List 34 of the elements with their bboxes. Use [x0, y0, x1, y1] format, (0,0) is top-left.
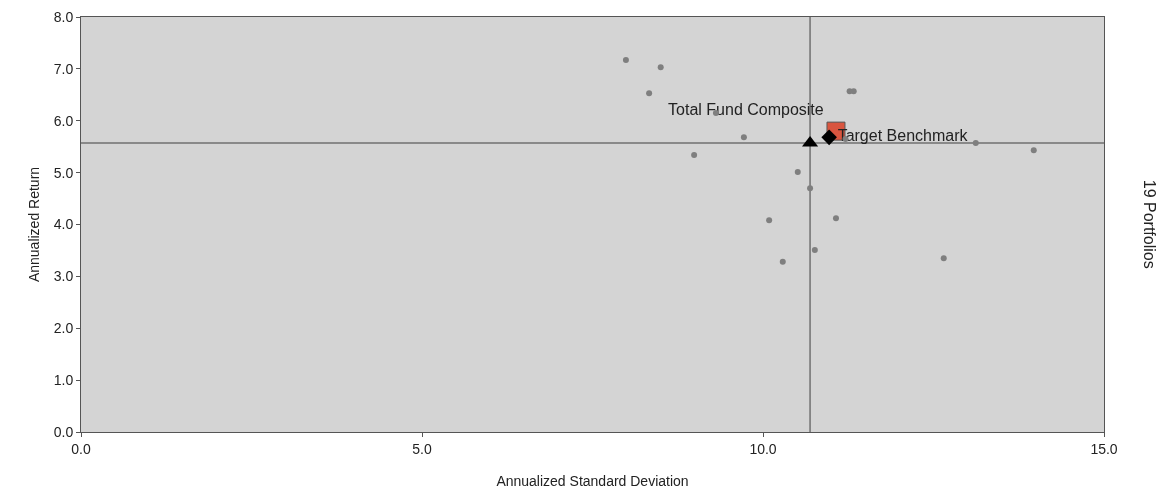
point [691, 151, 698, 158]
y-tick-label: 0.0 [53, 423, 74, 440]
point [972, 140, 979, 147]
x-tick-label: 0.0 [71, 440, 91, 457]
point [1030, 147, 1037, 154]
point [766, 217, 773, 224]
point [794, 169, 801, 176]
point [657, 64, 664, 71]
series-label: Total Fund Composite [668, 100, 824, 118]
y-tick-label: 8.0 [53, 8, 74, 25]
point [811, 246, 818, 253]
x-tick-label: 10.0 [749, 440, 777, 457]
point [807, 185, 814, 192]
y-tick-label: 5.0 [53, 164, 74, 181]
y-axis-title: Annualized Return [26, 166, 43, 283]
y-tick-label: 7.0 [53, 60, 74, 77]
x-tick-label: 5.0 [412, 440, 432, 457]
text: 19 Portfolios [1141, 179, 1159, 269]
y-tick-label: 4.0 [53, 216, 74, 233]
y-tick-label: 3.0 [53, 268, 74, 285]
y-tick-label: 1.0 [53, 372, 74, 389]
point [779, 258, 786, 265]
point [740, 134, 747, 141]
y-tick-label: 6.0 [53, 112, 74, 129]
point [832, 215, 839, 222]
point [850, 88, 857, 95]
x-axis-title: Annualized Standard Deviation [496, 473, 689, 490]
series-label: Target Benchmark [837, 127, 969, 145]
point [940, 255, 947, 262]
x-tick-label: 15.0 [1090, 440, 1118, 457]
y-tick-label: 2.0 [53, 320, 74, 337]
point [821, 129, 837, 146]
point [646, 90, 653, 97]
point [622, 57, 629, 64]
